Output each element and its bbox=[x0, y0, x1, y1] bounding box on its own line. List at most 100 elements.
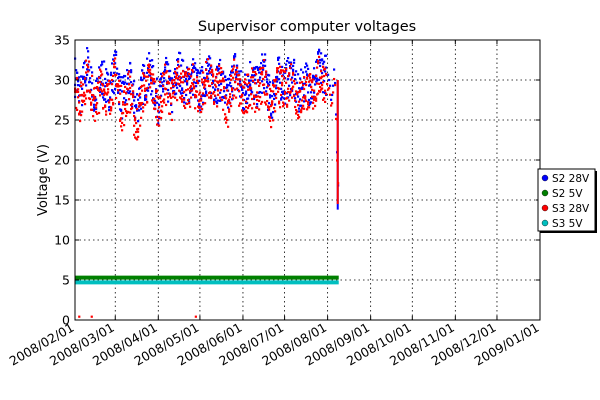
series-point-2 bbox=[111, 78, 114, 82]
legend-marker bbox=[541, 174, 549, 182]
series-point-0 bbox=[251, 74, 254, 77]
series-point-2 bbox=[311, 81, 314, 84]
series-point-2 bbox=[306, 76, 309, 79]
series-point-2 bbox=[247, 73, 250, 76]
series-point-0 bbox=[155, 88, 158, 91]
series-point-0 bbox=[120, 76, 123, 79]
series-point-2 bbox=[281, 84, 284, 87]
series-point-2 bbox=[317, 62, 320, 65]
series-point-2 bbox=[208, 96, 211, 99]
series-point-2 bbox=[238, 104, 241, 107]
series-point-2 bbox=[178, 83, 181, 86]
series-point-0 bbox=[90, 66, 93, 69]
series-point-0 bbox=[116, 72, 119, 75]
series-point-2 bbox=[81, 99, 84, 102]
series-point-0 bbox=[182, 59, 185, 62]
series-point-0 bbox=[276, 80, 279, 83]
series-point-2 bbox=[167, 80, 170, 83]
series-point-0 bbox=[161, 81, 164, 84]
series-point-2 bbox=[285, 67, 288, 71]
series-point-2 bbox=[198, 93, 201, 96]
series-point-0 bbox=[140, 76, 143, 79]
series-point-0 bbox=[263, 60, 266, 63]
series-point-2 bbox=[87, 66, 90, 69]
series-point-0 bbox=[195, 81, 198, 85]
series-point-2 bbox=[233, 65, 236, 68]
series-point-2 bbox=[230, 74, 233, 77]
series-point-2 bbox=[80, 81, 83, 84]
series-point-0 bbox=[257, 68, 260, 72]
series-point-0 bbox=[208, 55, 211, 58]
series-point-2 bbox=[326, 82, 329, 86]
series-point-2 bbox=[87, 70, 90, 73]
series-point-0 bbox=[214, 88, 217, 91]
y-tick-label: 30 bbox=[54, 73, 70, 88]
series-point-2 bbox=[179, 75, 182, 79]
series-point-2 bbox=[264, 93, 267, 96]
series-point-2 bbox=[139, 92, 142, 95]
series-point-2 bbox=[236, 70, 239, 73]
series-point-0 bbox=[175, 83, 178, 87]
series-point-2 bbox=[144, 103, 147, 106]
series-point-2 bbox=[296, 91, 299, 94]
series-point-2 bbox=[203, 86, 206, 89]
series-point-2 bbox=[257, 79, 260, 82]
series-point-2 bbox=[144, 89, 147, 92]
series-point-2 bbox=[263, 91, 266, 94]
series-point-0 bbox=[103, 60, 106, 63]
series-point-2 bbox=[305, 80, 308, 84]
series-point-2 bbox=[299, 81, 302, 84]
series-point-2 bbox=[132, 93, 135, 96]
series-point-0 bbox=[180, 92, 183, 95]
series-point-2 bbox=[92, 115, 95, 118]
series-point-2 bbox=[265, 70, 268, 73]
series-point-0 bbox=[158, 117, 161, 120]
series-point-0 bbox=[199, 71, 202, 75]
series-point-2 bbox=[181, 100, 184, 103]
series-point-0 bbox=[186, 83, 189, 86]
series-point-2 bbox=[200, 110, 203, 114]
series-point-0 bbox=[247, 97, 250, 100]
series-point-0 bbox=[184, 80, 187, 83]
series-point-2 bbox=[91, 108, 94, 111]
series-point-2 bbox=[253, 94, 256, 97]
series-point-2 bbox=[254, 71, 257, 74]
series-point-0 bbox=[205, 92, 208, 95]
series-point-2 bbox=[221, 70, 224, 74]
series-point-2 bbox=[118, 101, 121, 104]
series-point-2 bbox=[268, 108, 271, 111]
y-tick-label: 0 bbox=[62, 313, 70, 328]
series-point-0 bbox=[234, 53, 237, 56]
series-point-2 bbox=[81, 110, 84, 113]
series-point-2 bbox=[143, 84, 146, 87]
series-point-0 bbox=[113, 92, 116, 95]
series-point-0 bbox=[127, 77, 130, 80]
series-point-0 bbox=[314, 83, 317, 86]
series-point-0 bbox=[154, 104, 157, 107]
series-point-2 bbox=[89, 91, 92, 94]
series-point-2 bbox=[75, 106, 78, 110]
series-point-0 bbox=[198, 79, 201, 82]
series-point-0 bbox=[77, 80, 80, 83]
series-point-0 bbox=[93, 106, 96, 109]
series-point-2 bbox=[117, 83, 120, 86]
series-point-2 bbox=[110, 106, 113, 109]
series-point-0 bbox=[199, 109, 202, 112]
series-point-0 bbox=[318, 50, 321, 53]
series-point-2 bbox=[189, 105, 192, 108]
series-point-2 bbox=[192, 70, 195, 73]
series-point-0 bbox=[302, 71, 305, 74]
legend-label: S3 28V bbox=[552, 203, 590, 215]
series-point-0 bbox=[144, 97, 147, 100]
series-point-0 bbox=[104, 98, 107, 101]
series-point-0 bbox=[300, 68, 303, 71]
series-point-2 bbox=[297, 104, 300, 107]
series-point-0 bbox=[171, 110, 174, 114]
series-point-0 bbox=[137, 120, 140, 123]
series-point-2 bbox=[254, 110, 257, 113]
series-point-2 bbox=[192, 63, 195, 66]
series-point-0 bbox=[319, 64, 322, 68]
series-point-0 bbox=[298, 87, 301, 90]
series-point-2 bbox=[173, 78, 176, 82]
series-point-0 bbox=[148, 52, 151, 55]
